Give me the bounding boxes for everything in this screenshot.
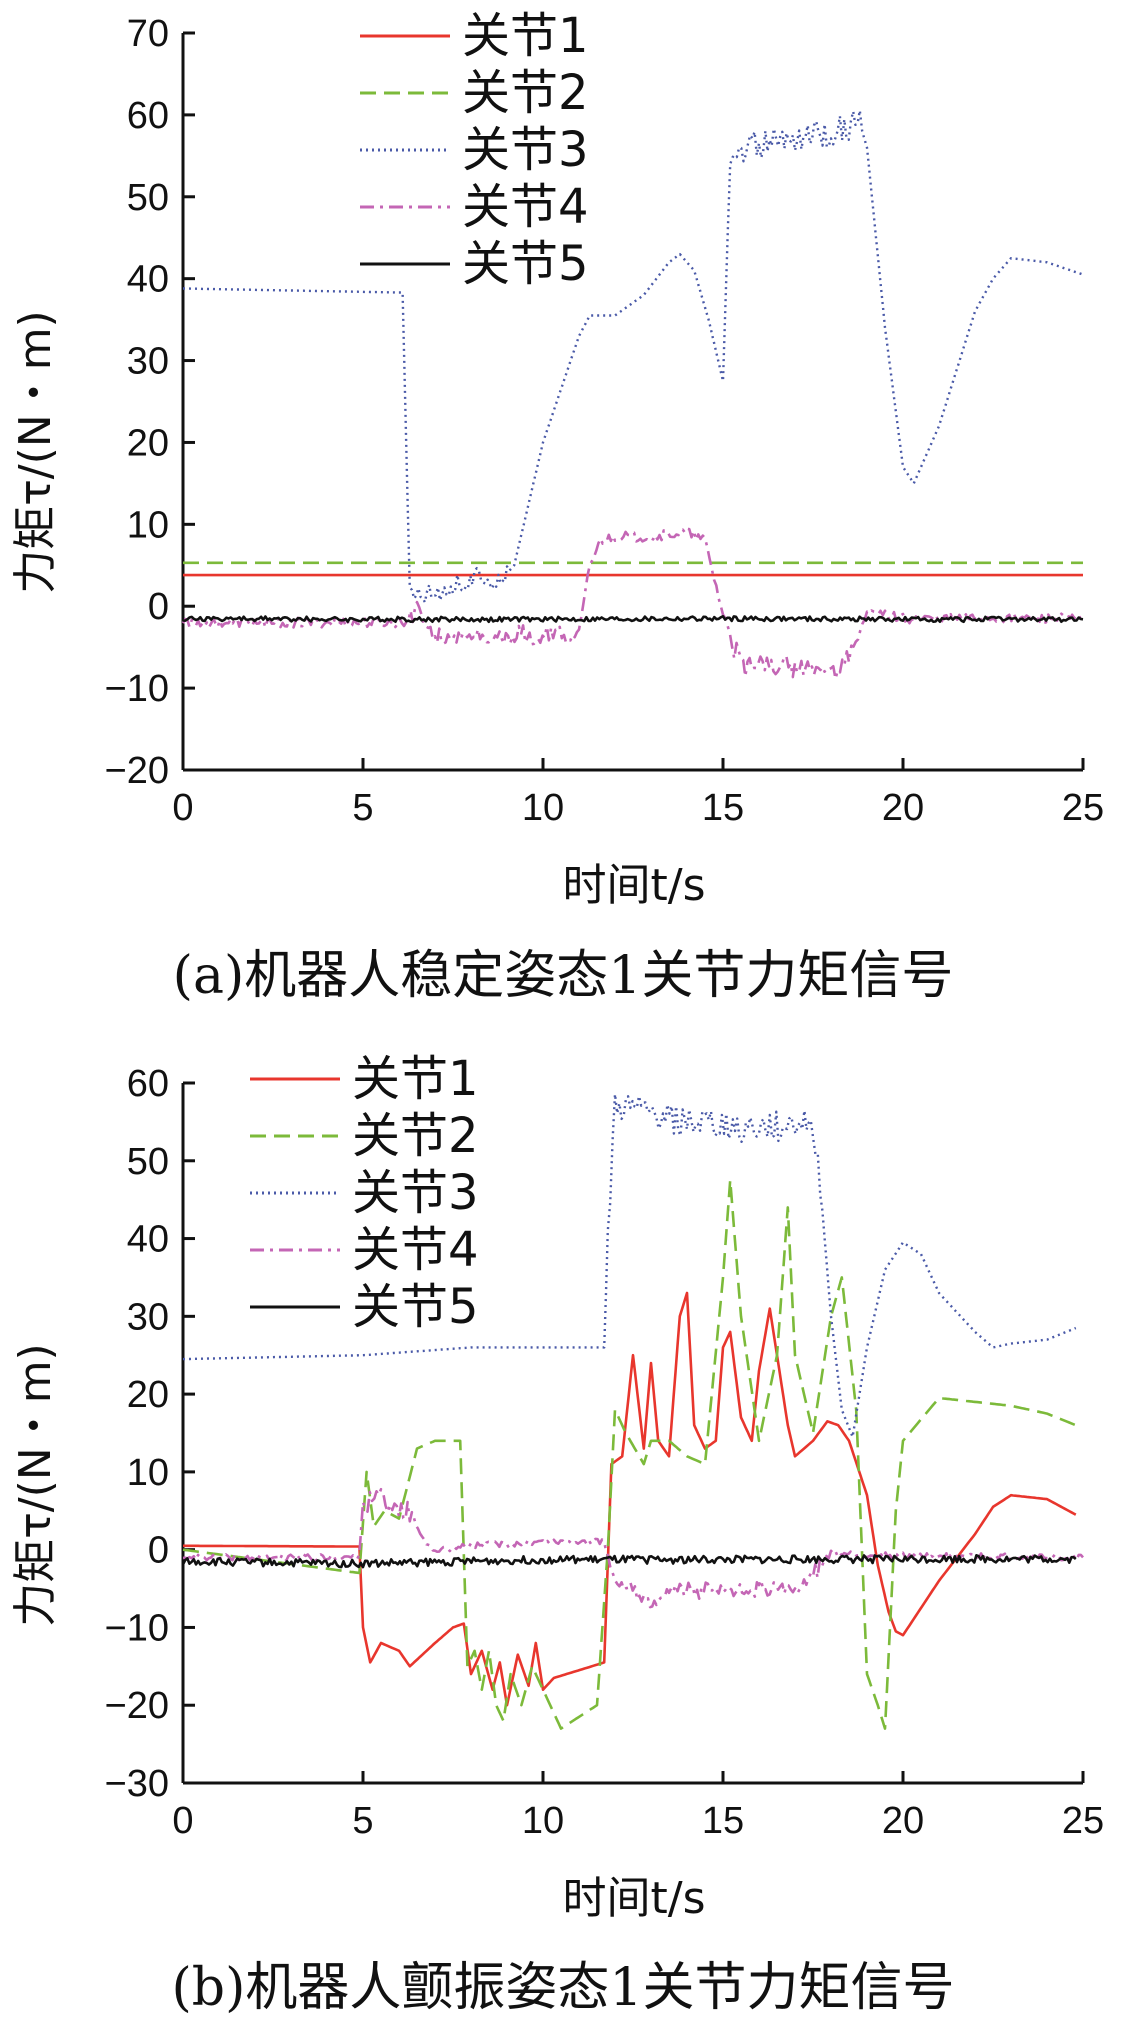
legend-label-2: 关节2 [462,65,589,121]
chart-caption: (b)机器人颤振姿态1关节力矩信号 [172,1958,955,2018]
legend-label-1: 关节1 [352,1051,479,1107]
x-tick-label: 10 [522,787,564,829]
x-tick-label: 5 [352,1800,373,1842]
y-tick-label: −20 [105,750,169,792]
legend-label-3: 关节3 [352,1165,479,1221]
y-tick-label: 30 [127,341,169,383]
y-tick-label: −10 [105,1607,169,1649]
y-tick-label: 40 [127,259,169,301]
series-line-1 [183,1291,1077,1707]
x-tick-label: 10 [522,1800,564,1842]
series-line-4 [181,527,1084,681]
y-tick-label: −10 [105,668,169,710]
y-tick-label: 10 [127,1452,169,1494]
y-tick-label: 20 [127,1374,169,1416]
legend-label-1: 关节1 [462,8,589,64]
series-line-5 [181,1554,1077,1569]
legend-label-5: 关节5 [352,1279,479,1335]
y-tick-label: 50 [127,1141,169,1183]
x-tick-label: 0 [172,787,193,829]
y-tick-label: 0 [148,1530,169,1572]
chart-a-labels: 时间t/s 力矩τ/(N・m) (a)机器人稳定姿态1关节力矩信号 [10,310,953,1006]
y-tick-label: 60 [127,95,169,137]
y-axis-label: 力矩τ/(N・m) [10,1343,61,1626]
chart-a-axes: −20 −10 0 10 20 30 40 50 60 70 0 5 10 15 20 25 [105,13,1105,829]
legend-label-2: 关节2 [352,1108,479,1164]
x-tick-label: 15 [702,787,744,829]
x-tick-label: 25 [1062,787,1104,829]
y-tick-label: 40 [127,1219,169,1261]
chart-a-series [181,109,1084,681]
chart-b-labels: 时间t/s 力矩τ/(N・m) (b)机器人颤振姿态1关节力矩信号 [10,1343,954,2018]
y-tick-label: 60 [127,1063,169,1105]
x-tick-label: 20 [882,787,924,829]
series-line-3 [183,1092,1077,1439]
x-tick-label: 15 [702,1800,744,1842]
chart-panel-b: −30 −20 −10 0 10 20 30 40 50 60 0 5 10 15 20 25 关节1 关节2 关… [0,1013,1127,2026]
x-tick-label: 0 [172,1800,193,1842]
series-line-3 [183,109,1084,604]
legend-label-5: 关节5 [462,236,589,292]
chart-panel-a: −20 −10 0 10 20 30 40 50 60 70 0 5 10 15 20 25 关节1 关节2 关节… [10,8,1105,1006]
x-axis-label: 时间t/s [563,860,706,911]
y-tick-label: 70 [127,13,169,55]
x-tick-label: 20 [882,1800,924,1842]
x-tick-label: 25 [1062,1800,1104,1842]
series-line-4 [182,1487,1084,1609]
legend-label-4: 关节4 [352,1222,479,1278]
series-line-5 [182,615,1084,624]
y-tick-label: −30 [105,1763,169,1805]
legend-label-3: 关节3 [462,122,589,178]
x-tick-label: 5 [352,787,373,829]
y-tick-label: 0 [148,586,169,628]
chart-caption: (a)机器人稳定姿态1关节力矩信号 [173,946,954,1006]
series-line-2 [182,1178,1077,1730]
y-tick-label: 20 [127,422,169,464]
legend-label-4: 关节4 [462,179,589,235]
y-tick-label: 10 [127,504,169,546]
y-tick-label: 50 [127,177,169,219]
x-axis-label: 时间t/s [563,1873,706,1924]
y-axis-label: 力矩τ/(N・m) [10,310,61,593]
y-tick-label: 30 [127,1296,169,1338]
y-tick-label: −20 [105,1685,169,1727]
chart-b-series [181,1092,1084,1730]
chart-b-axes: −30 −20 −10 0 10 20 30 40 50 60 0 5 10 15 20 25 [105,1063,1105,1842]
